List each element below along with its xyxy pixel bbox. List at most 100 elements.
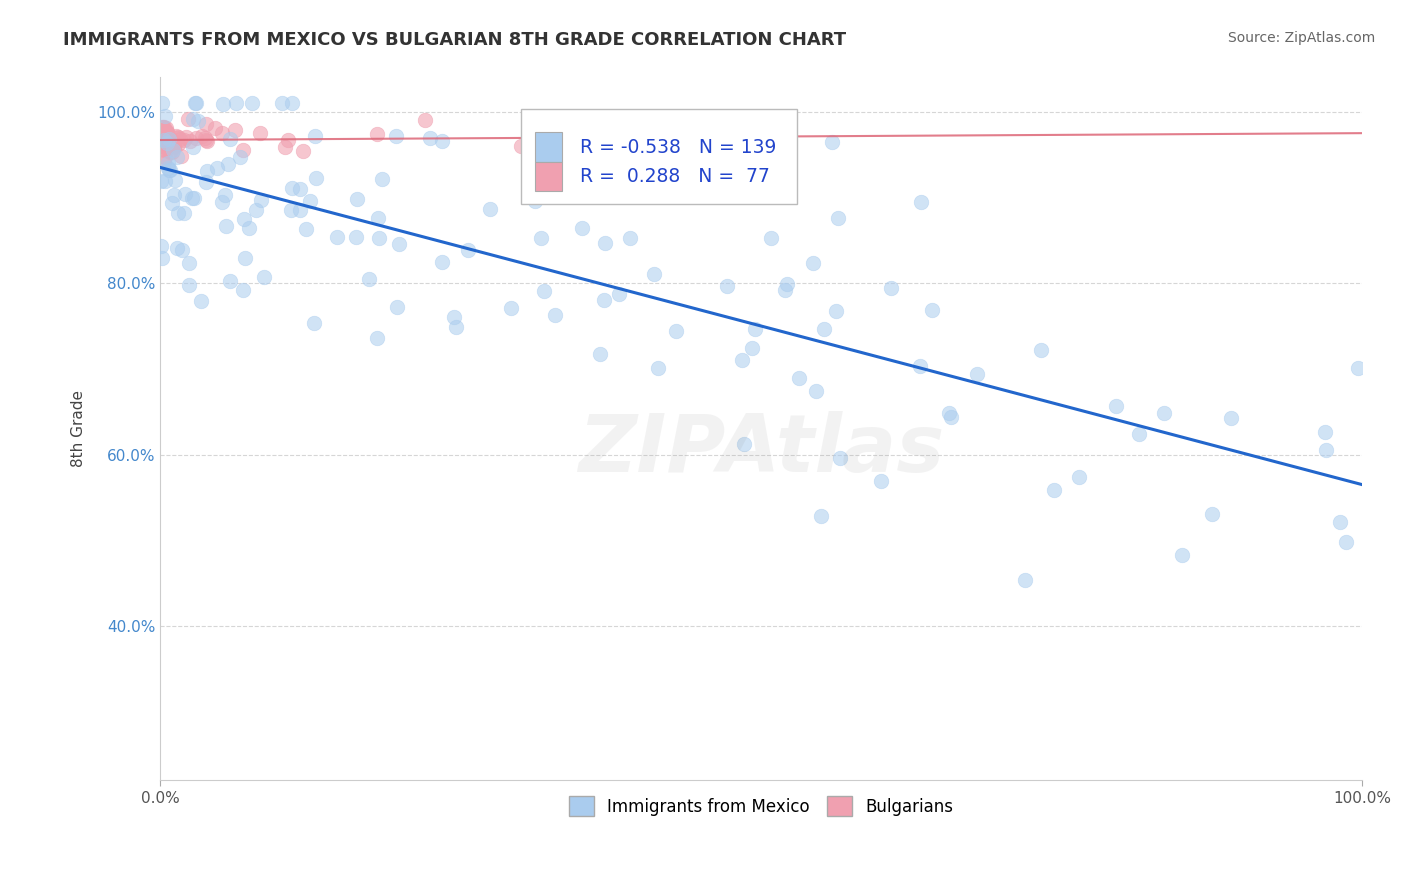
Point bbox=[232, 212, 254, 227]
Point bbox=[731, 352, 754, 367]
Point bbox=[163, 188, 186, 202]
Point bbox=[229, 150, 252, 164]
Point bbox=[870, 475, 893, 489]
Y-axis label: 8th Grade: 8th Grade bbox=[72, 391, 86, 467]
FancyBboxPatch shape bbox=[536, 161, 561, 191]
Point bbox=[166, 130, 188, 145]
Point bbox=[274, 140, 297, 154]
Point bbox=[609, 163, 631, 178]
Point bbox=[166, 241, 188, 255]
Point bbox=[232, 143, 254, 157]
Point bbox=[195, 134, 218, 148]
Point bbox=[194, 131, 217, 145]
Point bbox=[759, 230, 782, 244]
Point bbox=[183, 191, 205, 205]
Point bbox=[1128, 426, 1150, 441]
Point bbox=[150, 132, 173, 146]
Point bbox=[593, 235, 616, 250]
FancyBboxPatch shape bbox=[520, 109, 797, 204]
Point bbox=[479, 202, 502, 216]
Point bbox=[1334, 535, 1357, 549]
Point bbox=[253, 270, 276, 285]
Point bbox=[187, 114, 209, 128]
Point bbox=[357, 272, 380, 286]
Point bbox=[181, 191, 204, 205]
Point bbox=[290, 203, 312, 218]
Point bbox=[825, 303, 848, 318]
Point bbox=[181, 112, 204, 126]
Point bbox=[152, 132, 174, 146]
Point bbox=[744, 322, 766, 336]
Point bbox=[149, 126, 172, 140]
Point bbox=[607, 287, 630, 301]
Point bbox=[194, 175, 217, 189]
Point bbox=[155, 135, 177, 149]
Text: IMMIGRANTS FROM MEXICO VS BULGARIAN 8TH GRADE CORRELATION CHART: IMMIGRANTS FROM MEXICO VS BULGARIAN 8TH … bbox=[63, 31, 846, 49]
Point bbox=[1153, 405, 1175, 419]
Point bbox=[880, 280, 903, 294]
Point bbox=[150, 135, 173, 149]
Point bbox=[162, 136, 184, 151]
Point bbox=[544, 308, 567, 322]
Point bbox=[366, 331, 388, 345]
Point bbox=[150, 124, 173, 138]
Point bbox=[813, 321, 835, 335]
Point bbox=[1347, 360, 1369, 375]
Point bbox=[163, 135, 186, 149]
Point bbox=[152, 120, 174, 135]
Point bbox=[524, 194, 547, 209]
Point bbox=[509, 139, 531, 153]
Point bbox=[810, 508, 832, 523]
Point bbox=[240, 96, 263, 111]
Point bbox=[150, 174, 173, 188]
Point bbox=[801, 256, 824, 270]
Point bbox=[432, 255, 454, 269]
Point bbox=[157, 161, 180, 175]
Point bbox=[150, 120, 173, 134]
Point bbox=[966, 368, 988, 382]
Point bbox=[430, 134, 453, 148]
Point bbox=[149, 239, 172, 253]
Point bbox=[749, 128, 772, 143]
Point bbox=[173, 133, 195, 147]
Point bbox=[172, 243, 194, 257]
Point bbox=[1220, 411, 1243, 425]
Point bbox=[776, 277, 799, 291]
Point bbox=[195, 117, 218, 131]
Point bbox=[211, 126, 233, 140]
Point bbox=[305, 171, 328, 186]
Point bbox=[1105, 399, 1128, 413]
Point bbox=[165, 128, 187, 143]
Point bbox=[153, 136, 176, 150]
Point bbox=[150, 129, 173, 144]
Point bbox=[177, 112, 200, 126]
Point bbox=[195, 164, 218, 178]
Point bbox=[153, 155, 176, 169]
Point bbox=[152, 124, 174, 138]
Point bbox=[277, 132, 299, 146]
Point bbox=[344, 230, 367, 244]
Point bbox=[828, 451, 851, 466]
Point bbox=[387, 300, 409, 314]
Point bbox=[368, 230, 391, 244]
Point bbox=[162, 140, 184, 154]
Point bbox=[152, 130, 174, 145]
FancyBboxPatch shape bbox=[536, 132, 561, 161]
Point bbox=[1315, 425, 1337, 440]
Point bbox=[150, 251, 173, 265]
Point bbox=[325, 229, 347, 244]
Point bbox=[619, 231, 641, 245]
Point bbox=[219, 132, 242, 146]
Point bbox=[153, 143, 176, 157]
Point bbox=[152, 133, 174, 147]
Point bbox=[152, 136, 174, 150]
Point bbox=[530, 230, 553, 244]
Point bbox=[153, 109, 176, 123]
Point bbox=[281, 181, 304, 195]
Point bbox=[630, 135, 652, 149]
Point bbox=[385, 129, 408, 144]
Point bbox=[159, 132, 181, 146]
Point bbox=[153, 150, 176, 164]
Point bbox=[910, 195, 932, 210]
Point bbox=[225, 96, 247, 111]
